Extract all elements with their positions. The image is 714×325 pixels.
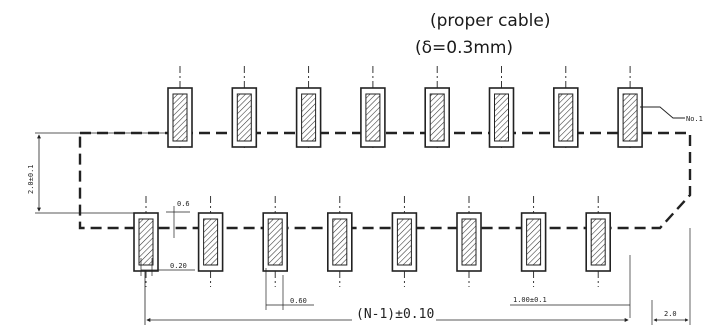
top-row-pad <box>360 66 386 150</box>
bottom-row-pad <box>326 196 353 287</box>
bottom-row-pad <box>262 196 289 287</box>
bottom-row-pad <box>520 196 547 287</box>
cable-outline <box>78 131 692 230</box>
row-spacing-label: 2.0±0.1 <box>27 164 35 194</box>
edge-dimension: 2.0 <box>651 228 691 325</box>
top-row-pad <box>231 66 258 150</box>
top-row-pad <box>488 66 515 150</box>
pitch-offset-label: 0.60 <box>290 297 307 305</box>
bottom-pad-row <box>133 196 612 287</box>
total-length-label: (N-1)±0.10 <box>356 307 434 322</box>
pad-size-dimension: 0.6 0.20 <box>140 200 195 276</box>
row-spacing-dimension: 2.0±0.1 <box>27 132 168 214</box>
pad-length-label: 0.6 <box>177 200 190 208</box>
bottom-row-pad <box>456 196 482 287</box>
pitch-label: 1.00±0.1 <box>513 296 547 304</box>
bottom-row-pad <box>585 196 612 287</box>
bottom-row-pad <box>197 196 224 287</box>
pitch-dimension: 1.00±0.1 <box>510 255 631 318</box>
pin1-callout: No.1 <box>640 106 703 123</box>
edge-label: 2.0 <box>664 310 677 318</box>
title-line2: (δ=0.3mm) <box>415 38 513 58</box>
bottom-row-pad <box>391 196 418 287</box>
pad-width-label: 0.20 <box>170 262 187 270</box>
top-row-pad <box>552 66 579 150</box>
total-length-dimension: (N-1)±0.10 <box>144 270 629 325</box>
top-row-pad <box>617 66 643 150</box>
pin1-label: No.1 <box>686 115 703 123</box>
pitch-offset-dimension: 0.60 <box>265 268 314 310</box>
title-line1: (proper cable) <box>430 11 550 31</box>
top-pad-row <box>167 66 643 150</box>
top-row-pad <box>295 66 322 150</box>
bottom-row-pad <box>133 196 159 287</box>
top-row-pad <box>167 66 193 150</box>
top-row-pad <box>424 66 451 150</box>
